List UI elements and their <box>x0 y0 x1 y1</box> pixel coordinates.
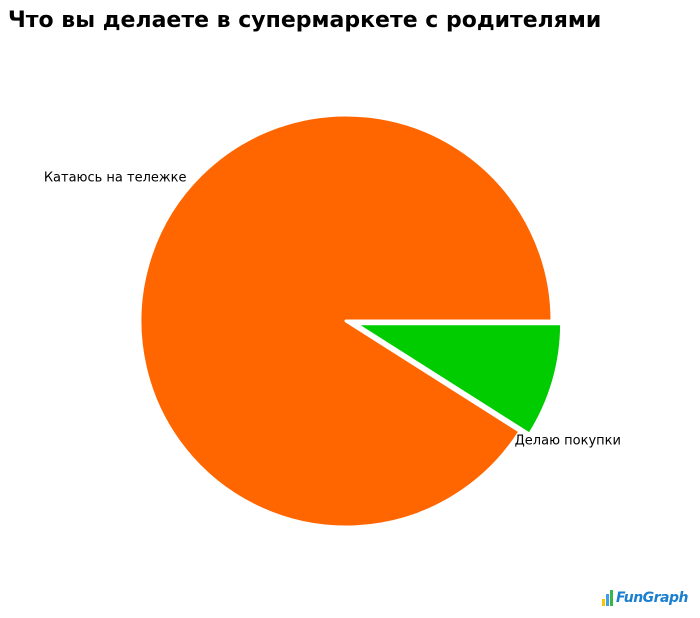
slice-label-1: Делаю покупки <box>515 433 621 448</box>
slice-label-0: Катаюсь на тележке <box>44 170 187 185</box>
logo-text: FunGraph <box>616 590 689 606</box>
fungraph-logo: FunGraph <box>602 590 689 606</box>
pie-slice-0 <box>138 113 554 529</box>
pie-slice-1 <box>354 322 564 436</box>
logo-bars-icon <box>602 590 613 606</box>
chart-title: Что вы делаете в супермаркете с родителя… <box>8 8 602 33</box>
